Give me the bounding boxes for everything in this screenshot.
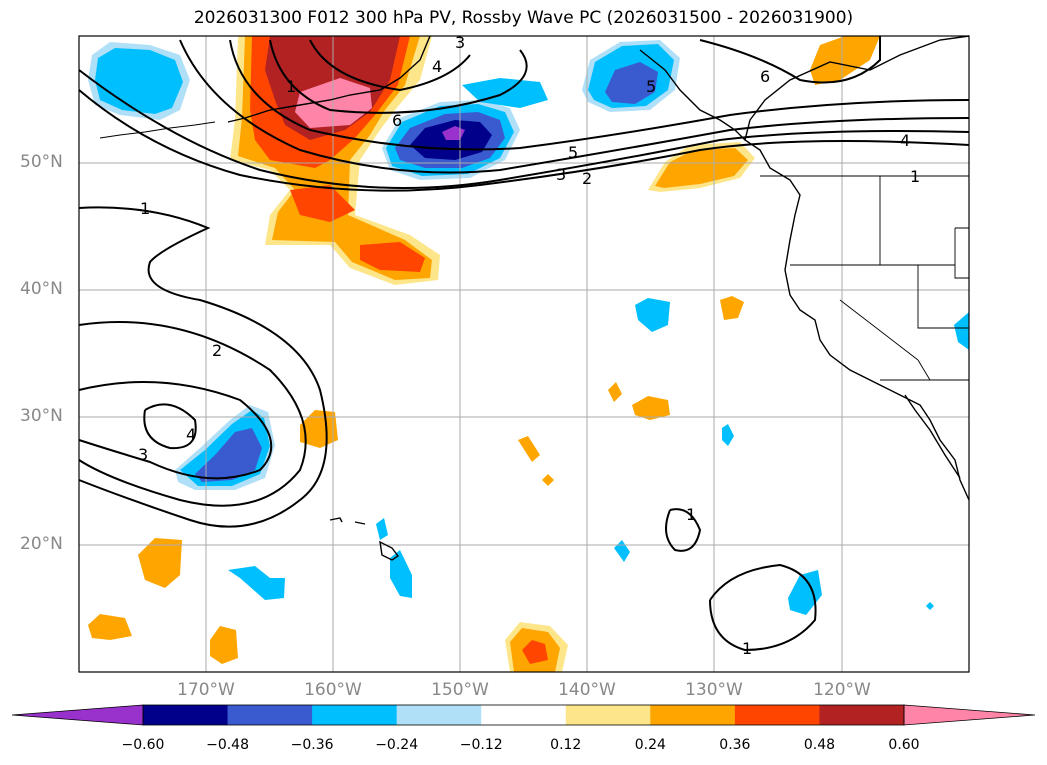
colorbar-tick-label: 0.24 [634, 737, 666, 753]
contour-labels: 1 2 3 4 3 2 1 5 6 3 4 5 6 4 1 1 1 [138, 33, 920, 658]
colorbar-extend-low [11, 704, 144, 726]
colorbar-tick-label: 0.60 [888, 737, 920, 753]
negative-blob-2 [228, 566, 285, 600]
negative-anomaly-north-peak [442, 126, 465, 140]
alaska-coast [227, 35, 431, 123]
colorbar-cell [819, 705, 905, 725]
contour-north-2 [78, 69, 970, 189]
lon-label: 130°W [685, 680, 743, 700]
contour-3-west [78, 381, 273, 480]
colorbar-tick-label: −0.60 [121, 737, 165, 753]
negative-blob-9 [926, 602, 934, 610]
positive-anomaly-nw-us-inner [655, 148, 748, 188]
lon-label: 120°W [813, 680, 871, 700]
contour-label: 3 [138, 445, 148, 464]
negative-anomaly-subtropical-deep [195, 428, 262, 482]
positive-blob-2 [138, 538, 182, 588]
colorbar-extend-high [903, 704, 1036, 726]
contour-ne-6 [699, 36, 881, 84]
colorbar-cell [312, 705, 398, 725]
colorbar-frame [142, 704, 905, 726]
contour-label: 6 [392, 111, 402, 130]
contour-north-3 [179, 39, 970, 174]
positive-blob-3 [88, 614, 132, 640]
lon-label: 170°W [177, 680, 235, 700]
plot-frame [78, 35, 970, 673]
contour-1-west [78, 206, 328, 528]
contour-label: 1 [910, 167, 920, 186]
negative-blob-1 [635, 298, 670, 332]
contour-small-2 [709, 563, 817, 652]
lon-label: 160°W [304, 680, 362, 700]
lon-label: 140°W [558, 680, 616, 700]
colorbar-cell [481, 705, 567, 725]
contour-2-west [78, 321, 307, 507]
aleutians [99, 121, 216, 139]
lat-label: 40°N [20, 279, 63, 299]
positive-blob-4 [210, 626, 238, 664]
colorbar-cell [734, 705, 820, 725]
contour-label: 3 [455, 33, 465, 52]
colorbar-cell [227, 705, 313, 725]
map-panel: 1 2 3 4 3 2 1 5 6 3 4 5 6 4 1 1 1 [78, 33, 970, 673]
negative-anomaly-coast-deep [605, 62, 658, 104]
lat-label: 30°N [20, 406, 63, 426]
contour-label: 1 [140, 199, 150, 218]
contour-4-west [143, 403, 197, 450]
colorbar-tick-label: 0.48 [803, 737, 836, 753]
plot-title: 2026031300 F012 300 hPa PV, Rossby Wave … [193, 8, 854, 28]
positive-blob-5-core [522, 640, 548, 664]
contour-north-4 [229, 39, 970, 151]
negative-blob-4 [376, 518, 388, 540]
colorbar [11, 704, 1036, 726]
positive-anomaly-mid [290, 185, 355, 222]
positive-blob-9 [518, 436, 540, 462]
positive-blob-1 [300, 410, 338, 448]
positive-blob-10 [542, 474, 554, 486]
colorbar-tick-label: −0.12 [459, 737, 503, 753]
contour-north-1 [78, 89, 970, 192]
contour-label: 1 [286, 77, 296, 96]
pv-contours [78, 36, 970, 652]
contour-north-6 [309, 39, 471, 92]
negative-blob-8 [954, 312, 969, 350]
us-border [760, 175, 969, 381]
contour-label: 1 [686, 505, 696, 524]
baja-peninsula [904, 394, 961, 479]
contour-label: 1 [742, 639, 752, 658]
lon-label: 150°W [431, 680, 489, 700]
lat-label: 20°N [20, 534, 63, 554]
colorbar-cell [565, 705, 651, 725]
contour-label: 4 [900, 131, 910, 150]
colorbar-cell [396, 705, 482, 725]
colorbar-tick-label: 0.12 [550, 737, 582, 753]
positive-blob-6 [632, 396, 670, 420]
colorbar-tick-label: −0.24 [375, 737, 419, 753]
contour-small-1 [665, 508, 702, 552]
positive-anomaly-mid2 [360, 242, 425, 272]
contour-label: 2 [582, 169, 592, 188]
negative-blob-3 [390, 550, 412, 598]
hawaii-islands [329, 517, 400, 561]
contour-label: 2 [212, 341, 222, 360]
colorbar-tick-label: −0.48 [206, 737, 249, 753]
contour-label: 5 [568, 143, 578, 162]
lat-label: 50°N [20, 152, 63, 172]
contour-label: 5 [646, 77, 656, 96]
shading-layer [88, 36, 969, 672]
contour-label: 4 [186, 425, 196, 444]
positive-blob-7 [720, 296, 744, 320]
negative-blob-5 [788, 570, 822, 615]
contour-label: 4 [432, 57, 442, 76]
colorbar-cell [650, 705, 736, 725]
positive-anomaly-ne [810, 36, 880, 85]
negative-blob-6 [722, 424, 734, 446]
colorbar-tick-label: −0.36 [290, 737, 334, 753]
colorbar-tick-label: 0.36 [719, 737, 751, 753]
colorbar-cell [143, 705, 229, 725]
contour-label: 3 [556, 165, 566, 184]
contour-label: 6 [760, 67, 770, 86]
positive-blob-8 [608, 382, 622, 402]
contour-north-5 [269, 39, 528, 114]
